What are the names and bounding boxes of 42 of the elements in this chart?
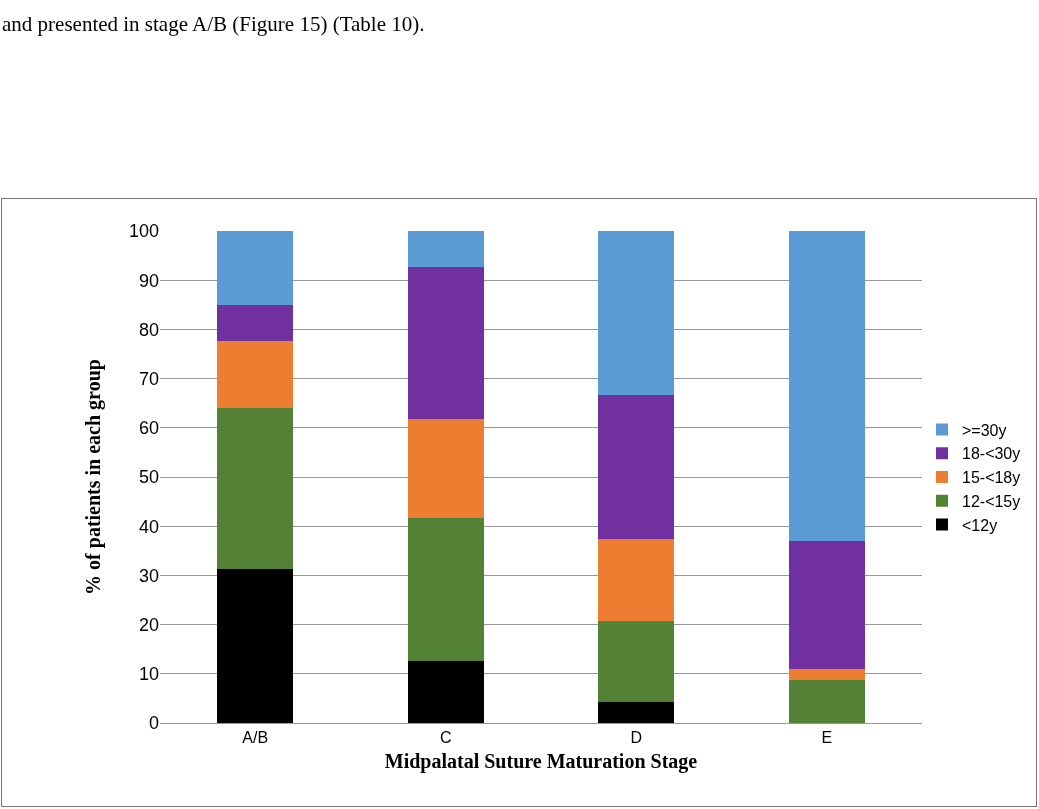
bar bbox=[407, 418, 484, 518]
y-tick-label: 60 bbox=[138, 418, 159, 439]
bar bbox=[598, 394, 675, 539]
x-tick-label: D bbox=[630, 729, 643, 747]
bar bbox=[217, 231, 294, 305]
legend-label: 15-<18y bbox=[962, 469, 1021, 487]
bar bbox=[217, 569, 294, 723]
bar bbox=[598, 702, 675, 723]
bar bbox=[788, 540, 865, 670]
y-tick-label: 40 bbox=[138, 516, 159, 537]
bar bbox=[598, 620, 675, 703]
bar bbox=[598, 538, 675, 621]
bar bbox=[407, 231, 484, 268]
bar bbox=[217, 304, 294, 342]
x-axis-title: Midpalatal Suture Maturation Stage bbox=[384, 749, 698, 773]
y-tick-label: 70 bbox=[138, 368, 159, 389]
legend-label: <12y bbox=[962, 516, 998, 534]
x-tick-label: E bbox=[821, 729, 833, 747]
bar bbox=[788, 669, 865, 681]
y-tick-label: 20 bbox=[138, 614, 159, 635]
bar bbox=[217, 341, 294, 408]
legend-label: 18-<30y bbox=[962, 445, 1021, 463]
bar bbox=[788, 231, 865, 541]
legend-label: 12-<15y bbox=[962, 493, 1021, 511]
y-tick-label: 10 bbox=[138, 664, 159, 685]
y-axis-title: % of patients in each group bbox=[82, 359, 106, 595]
bar bbox=[407, 267, 484, 419]
legend-label: >=30y bbox=[962, 421, 1007, 439]
y-tick-label: 50 bbox=[138, 467, 159, 488]
bar bbox=[598, 231, 675, 395]
x-tick-label: A/B bbox=[242, 729, 269, 747]
y-tick-label: 0 bbox=[148, 713, 159, 734]
y-tick-label: 80 bbox=[138, 319, 159, 340]
y-tick-label: 90 bbox=[138, 270, 159, 291]
x-tick-label: C bbox=[439, 729, 452, 747]
bar bbox=[407, 517, 484, 662]
bar bbox=[217, 407, 294, 569]
bar bbox=[407, 661, 484, 723]
text: and presented in stage A/B (Figure 15) (Table 10). bbox=[2, 12, 425, 36]
y-tick-label: 100 bbox=[128, 221, 159, 242]
bar bbox=[788, 680, 865, 723]
y-tick-label: 30 bbox=[138, 565, 159, 586]
